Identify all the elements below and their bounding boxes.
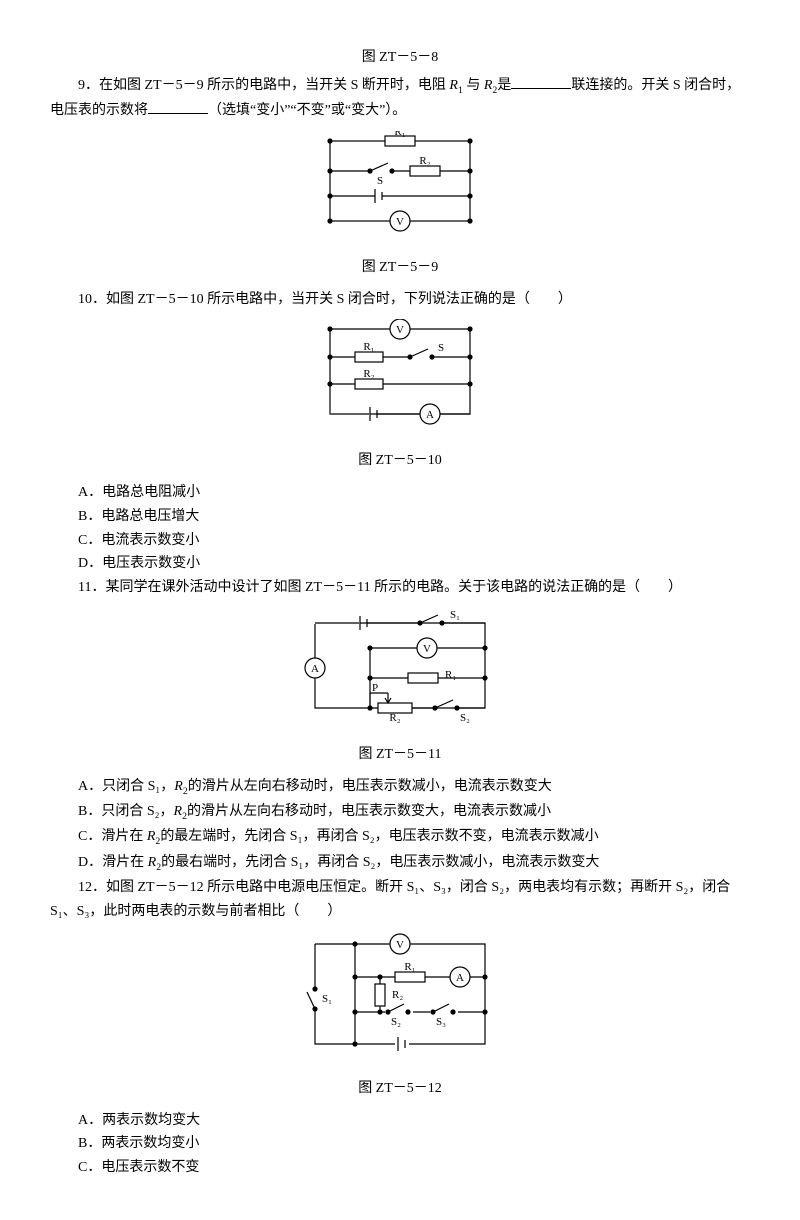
q9-tail2: （选填“变小”“不变”或“变大”）。 xyxy=(208,103,406,118)
q9-prefix: 9．在如图 ZT－5－9 所示的电路中，当开关 S 断开时，电阻 xyxy=(78,78,449,93)
fig12-r2: R₂ xyxy=(392,989,403,1001)
question-10: 10．如图 ZT－5－10 所示电路中，当开关 S 闭合时，下列说法正确的是（ … xyxy=(50,288,750,312)
fig11-v: V xyxy=(423,643,431,655)
fig9-r2: R₂ xyxy=(419,155,430,167)
fig12-r1: R₁ xyxy=(404,961,415,973)
fig11-s1: S₁ xyxy=(450,609,460,621)
q10-opt-b: B．电路总电压增大 xyxy=(78,505,750,529)
fig10-caption: 图 ZT－5－10 xyxy=(50,449,750,473)
q12-options: A．两表示数均变大 B．两表示数均变小 C．电压表示数不变 xyxy=(78,1109,750,1180)
q12-opt-c: C．电压表示数不变 xyxy=(78,1156,750,1180)
q12-opt-b: B．两表示数均变小 xyxy=(78,1132,750,1156)
q10-options: A．电路总电阻减小 B．电路总电压增大 C．电流表示数变小 D．电压表示数变小 xyxy=(78,481,750,576)
question-12: 12．如图 ZT－5－12 所示电路中电源电压恒定。断开 S₁、S₃，闭合 S₂… xyxy=(50,876,750,924)
fig12-a: A xyxy=(456,972,464,984)
question-11: 11．某同学在课外活动中设计了如图 ZT－5－11 所示的电路。关于该电路的说法… xyxy=(50,576,750,600)
q11-opt-d: D．滑片在 R2的最右端时，先闭合 S₁，再闭合 S₂，电压表示数减小，电流表示… xyxy=(78,851,750,876)
fig11-r1: R₁ xyxy=(445,669,456,681)
fig12-s3: S₃ xyxy=(436,1016,446,1028)
q9-mid1: 与 xyxy=(463,78,484,93)
q12-opt-a: A．两表示数均变大 xyxy=(78,1109,750,1133)
q9-blank1 xyxy=(511,74,571,89)
fig10-v: V xyxy=(396,324,404,336)
q10-opt-c: C．电流表示数变小 xyxy=(78,529,750,553)
fig11-caption: 图 ZT－5－11 xyxy=(50,743,750,767)
fig12-s1: S₁ xyxy=(322,993,332,1005)
q9-r1: R xyxy=(449,78,458,93)
fig10-s: S xyxy=(438,342,444,354)
q11-opt-a: A．只闭合 S₁，R2的滑片从左向右移动时，电压表示数减小，电流表示数变大 xyxy=(78,775,750,800)
fig11-r2: R₂ xyxy=(389,712,400,724)
fig12-v: V xyxy=(396,939,404,951)
fig10-a: A xyxy=(426,409,434,421)
q10-opt-a: A．电路总电阻减小 xyxy=(78,481,750,505)
figure-11: S₁ A V R₁ P R₂ S₂ 图 ZT－5－11 xyxy=(50,608,750,767)
fig12-s2: S₂ xyxy=(391,1016,401,1028)
fig11-s2: S₂ xyxy=(460,712,470,724)
fig9-s: S xyxy=(377,175,383,187)
fig10-r1: R₁ xyxy=(363,341,374,353)
q11-opt-c: C．滑片在 R2的最左端时，先闭合 S₁，再闭合 S₂，电压表示数不变，电流表示… xyxy=(78,825,750,850)
fig12-caption: 图 ZT－5－12 xyxy=(50,1077,750,1101)
fig9-v: V xyxy=(396,216,404,228)
q11-opt-b: B．只闭合 S₂，R2的滑片从左向右移动时，电压表示数变大，电流表示数减小 xyxy=(78,800,750,825)
fig9-caption: 图 ZT－5－9 xyxy=(50,256,750,280)
fig10-r2: R₂ xyxy=(363,368,374,380)
figure-10: V R₁ S R₂ A 图 ZT－5－10 xyxy=(50,319,750,473)
fig-caption-8: 图 ZT－5－8 xyxy=(50,46,750,70)
q10-opt-d: D．电压表示数变小 xyxy=(78,552,750,576)
figure-9: R₁ S R₂ V 图 ZT－5－9 xyxy=(50,131,750,280)
q9-mid2: 是 xyxy=(497,78,511,93)
q11-options: A．只闭合 S₁，R2的滑片从左向右移动时，电压表示数减小，电流表示数变大 B．… xyxy=(78,775,750,877)
q9-blank2 xyxy=(148,99,208,114)
fig9-r1: R₁ xyxy=(394,131,405,138)
figure-12: V R₁ A R₂ S₂ S₃ xyxy=(50,932,750,1101)
fig11-p: P xyxy=(372,682,378,694)
question-9: 9．在如图 ZT－5－9 所示的电路中，当开关 S 断开时，电阻 R1 与 R2… xyxy=(50,74,750,123)
fig11-a: A xyxy=(311,663,319,675)
